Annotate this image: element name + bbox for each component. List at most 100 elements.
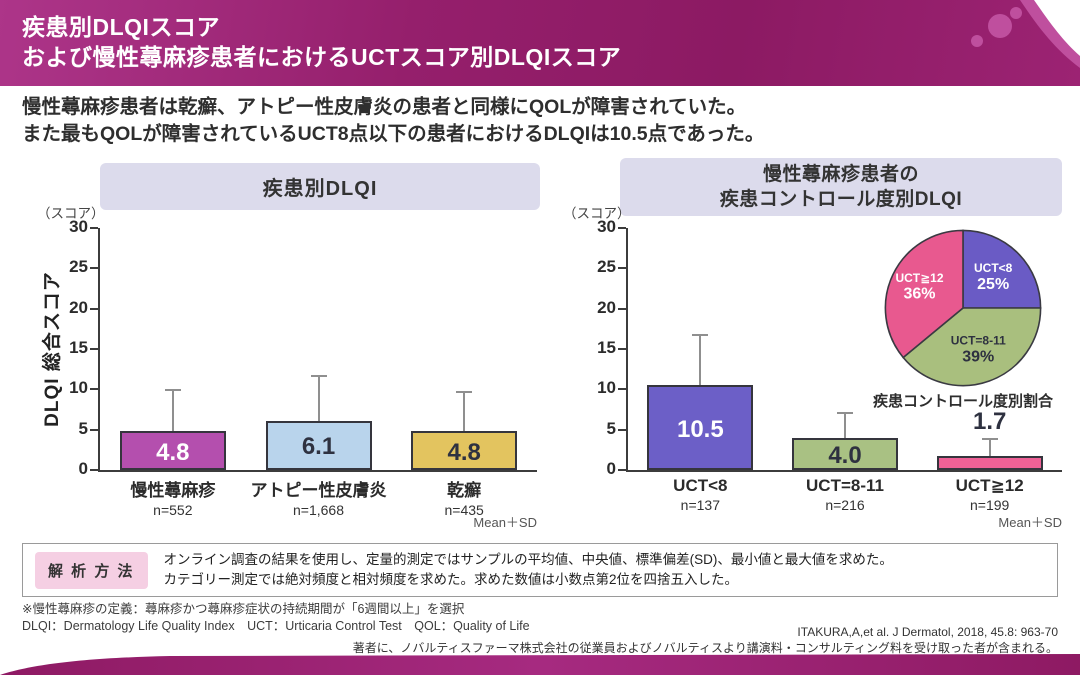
pie-slice-percent: 39% <box>962 349 994 366</box>
left-chart-title: 疾患別DLQI <box>100 163 540 210</box>
y-tick-label: 15 <box>597 338 616 357</box>
category-name: UCT≧12 <box>955 476 1024 495</box>
analysis-method-text: オンライン調査の結果を使用し、定量的測定ではサンプルの平均値、中央値、標準偏差(… <box>164 550 893 590</box>
bar-value-label: 4.0 <box>828 441 862 469</box>
y-tick-mark <box>618 428 626 431</box>
y-tick-mark <box>90 227 98 229</box>
bar-UCT=8-11 <box>792 437 898 470</box>
error-bar <box>171 390 174 432</box>
y-tick-label: 0 <box>78 459 88 478</box>
footnote-abbreviations: DLQI：Dermatology Life Quality Index UCT：… <box>22 619 530 633</box>
uct-distribution-pie-chart: UCT<8 25% UCT=8-11 39% UCT≧12 36% <box>883 228 1043 388</box>
right-chart-unit-label: （スコア） <box>563 206 631 221</box>
y-tick-mark <box>90 388 98 391</box>
header-banner: 疾患別DLQIスコア および慢性蕁麻疹患者におけるUCTスコア別DLQIスコア <box>0 0 1080 86</box>
y-tick-label: 25 <box>597 257 616 277</box>
category-n-count: n=1,668 <box>293 502 344 518</box>
category-name: 乾癬 <box>447 481 482 500</box>
header-swoosh-decoration <box>971 0 1080 68</box>
pie-slice-UCT<8 <box>962 229 1042 309</box>
bar-value-label: 1.7 <box>972 408 1007 436</box>
right-chart-category-labels: UCT<8 n=137 UCT=8-11 n=216 UCT≧12 n=199 <box>628 476 1062 513</box>
y-axis-line <box>626 228 628 470</box>
lead-line2: また最もQOLが障害されているUCT8点以下の患者におけるDLQIは10.5点で… <box>22 123 765 145</box>
footnotes: ※慢性蕁麻疹の定義：蕁麻疹かつ蕁麻疹症状の持続期間が「6週間以上」を選択 DLQ… <box>22 601 530 635</box>
pie-slice-label: UCT≧12 <box>895 271 943 285</box>
footnote-definition: ※慢性蕁麻疹の定義：蕁麻疹かつ蕁麻疹症状の持続期間が「6週間以上」を選択 <box>22 602 465 616</box>
pie-slice-percent: 25% <box>977 276 1009 293</box>
pie-slice-UCT≧12 <box>884 229 964 359</box>
y-tick-label: 25 <box>69 257 88 277</box>
y-tick-mark <box>618 348 626 350</box>
y-tick-label: 15 <box>69 338 88 357</box>
page-title-line2: および慢性蕁麻疹患者におけるUCTスコア別DLQIスコア <box>22 44 622 70</box>
error-bar <box>988 440 991 457</box>
error-bar-cap <box>164 388 181 391</box>
y-tick-mark <box>90 348 98 350</box>
category-label-UCT=8-11: UCT=8-11 n=216 <box>773 476 918 513</box>
left-bar-chart-plot: 0 5 10 15 20 25 30 4.8 6.1 4.8 <box>69 217 537 478</box>
category-label-UCT≧12: UCT≧12 n=199 <box>917 476 1062 513</box>
y-tick-mark <box>90 469 98 471</box>
right-chart-title-line1: 慢性蕁麻疹患者の <box>762 164 919 185</box>
right-chart-title-line2: 疾患コントロール度別DLQI <box>719 189 963 210</box>
bar-value-label: 4.8 <box>447 438 481 466</box>
error-bar <box>844 413 846 438</box>
category-name: UCT=8-11 <box>806 476 884 495</box>
y-tick-label: 30 <box>597 217 616 236</box>
y-tick-mark <box>618 227 626 229</box>
pie-slice-label: UCT<8 <box>974 261 1013 275</box>
category-label-乾癬: 乾癬 n=435 <box>391 476 537 518</box>
lead-statement: 慢性蕁麻疹患者は乾癬、アトピー性皮膚炎の患者と同様にQOLが障害されていた。 ま… <box>22 94 764 148</box>
citation: ITAKURA,A,et al. J Dermatol, 2018, 45.8:… <box>353 624 1058 656</box>
left-chart-title-text: 疾患別DLQI <box>262 178 378 200</box>
y-tick-mark <box>618 307 626 310</box>
bar-UCT<8 <box>647 385 754 470</box>
category-label-慢性蕁麻疹: 慢性蕁麻疹 n=552 <box>100 476 246 518</box>
y-tick-label: 20 <box>597 297 616 317</box>
category-n-count: n=137 <box>680 497 720 513</box>
y-tick-label: 20 <box>69 297 88 317</box>
pie-slice-UCT=8-11 <box>902 307 1042 387</box>
lead-line1: 慢性蕁麻疹患者は乾癬、アトピー性皮膚炎の患者と同様にQOLが障害されていた。 <box>22 96 747 118</box>
error-bar-cap <box>310 375 327 378</box>
right-chart-title: 慢性蕁麻疹患者の 疾患コントロール度別DLQI <box>620 158 1062 216</box>
y-tick-mark <box>618 388 626 391</box>
bar-value-label: 10.5 <box>676 415 724 443</box>
error-bar-cap <box>837 411 853 414</box>
error-bar <box>699 336 702 386</box>
error-bar-cap <box>692 334 709 337</box>
error-bar <box>317 377 320 421</box>
right-chart-meansd-note: Mean＋SD <box>998 515 1062 530</box>
pie-slice-percent: 36% <box>903 286 935 303</box>
citation-disclosure: 著者に、ノバルティスファーマ株式会社の従業員およびノバルティスより講演料・コンサ… <box>352 641 1058 655</box>
left-chart-meansd-note: Mean＋SD <box>473 515 537 530</box>
analysis-method-line1: オンライン調査の結果を使用し、定量的測定ではサンプルの平均値、中央値、標準偏差(… <box>163 552 893 567</box>
error-bar <box>463 393 466 432</box>
bar-value-label: 6.1 <box>301 433 336 461</box>
y-tick-mark <box>90 307 98 310</box>
x-axis-line <box>98 470 537 472</box>
y-tick-label: 30 <box>69 217 88 236</box>
category-name: 慢性蕁麻疹 <box>130 481 216 500</box>
category-name: UCT<8 <box>673 476 728 495</box>
error-bar-cap <box>981 438 998 441</box>
category-n-count: n=199 <box>970 497 1010 513</box>
bar-UCT≧12 <box>936 456 1043 470</box>
citation-reference: ITAKURA,A,et al. J Dermatol, 2018, 45.8:… <box>797 625 1058 639</box>
y-tick-label: 10 <box>69 378 88 398</box>
bottom-wave-decoration <box>0 654 1080 675</box>
pie-slice-label: UCT=8-11 <box>951 334 1006 348</box>
y-tick-mark <box>90 428 98 431</box>
pie-chart-caption: 疾患コントロール度別割合 <box>872 393 1053 410</box>
analysis-method-line2: カテゴリー測定では絶対頻度と相対頻度を求めた。求めた数値は小数点第2位を四捨五入… <box>163 572 739 587</box>
y-tick-mark <box>90 267 98 270</box>
category-label-UCT<8: UCT<8 n=137 <box>628 476 773 513</box>
category-n-count: n=552 <box>153 502 193 518</box>
category-label-アトピー性皮膚炎: アトピー性皮膚炎 n=1,668 <box>246 476 392 518</box>
bar-アトピー性皮膚炎 <box>265 420 372 470</box>
y-tick-label: 5 <box>78 418 88 438</box>
x-axis-line <box>626 470 1062 472</box>
